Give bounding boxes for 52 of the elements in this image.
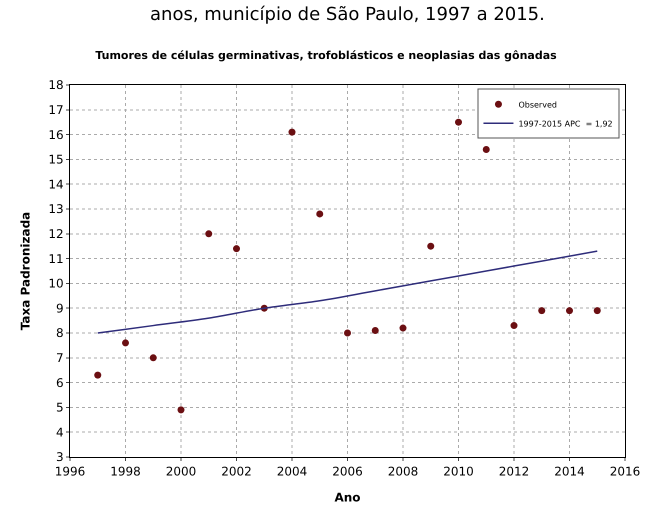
point <box>344 330 351 336</box>
y-tick-label: 17 <box>48 103 64 117</box>
point <box>510 322 518 330</box>
point <box>205 230 212 238</box>
y-tick-label: 18 <box>48 78 64 92</box>
x-tick-label: 2010 <box>443 464 474 478</box>
point <box>316 210 324 218</box>
x-tick-label: 2016 <box>610 464 640 478</box>
y-tick-label: 9 <box>56 301 64 316</box>
x-tick-label: 2002 <box>221 464 252 478</box>
point <box>94 372 102 379</box>
x-tick-label: 2006 <box>332 464 363 478</box>
point <box>538 307 546 314</box>
point <box>122 339 129 346</box>
point <box>594 307 601 314</box>
x-tick-label: 2012 <box>498 464 530 478</box>
x-tick-label: 2014 <box>554 464 585 478</box>
point <box>455 118 462 126</box>
point <box>288 128 296 136</box>
y-tick-label: 5 <box>56 400 64 415</box>
x-tick-label: 1996 <box>54 464 86 478</box>
y-tick-label: 7 <box>56 351 64 365</box>
y-tick-label: 15 <box>48 152 64 167</box>
y-tick-label: 13 <box>48 202 64 216</box>
x-tick-label: 2000 <box>166 464 196 478</box>
y-tick-label: 4 <box>56 425 64 440</box>
x-axis-title: Ano <box>334 490 361 504</box>
point <box>178 406 184 414</box>
point <box>150 354 157 362</box>
point <box>566 307 573 314</box>
y-tick-label: 16 <box>48 128 64 142</box>
y-tick-label: 6 <box>56 376 64 390</box>
y-tick-label: 11 <box>48 252 64 266</box>
point <box>427 242 434 250</box>
line-series <box>97 250 598 334</box>
y-tick-label: 8 <box>56 326 64 340</box>
chart-title: Tumores de células germinativas, trofoblásticos e neoplasias das gônadas <box>95 49 558 62</box>
legend-label: Observed <box>518 100 557 110</box>
text: anos, município de São Paulo, 1997 a 2015. <box>150 4 545 25</box>
y-tick-label: 3 <box>56 450 64 464</box>
x-tick-label: 1998 <box>110 464 141 478</box>
y-tick-label: 12 <box>48 227 64 241</box>
point <box>400 324 406 332</box>
point <box>233 245 240 252</box>
y-tick-label: 10 <box>48 276 64 291</box>
y-tick-label: 14 <box>48 177 64 192</box>
x-tick-label: 2008 <box>388 464 418 478</box>
y-axis-title: Taxa Padronizada <box>18 212 33 330</box>
x-tick-label: 2004 <box>276 464 308 478</box>
point <box>482 146 490 153</box>
legend-label: 1997-2015 APC = 1,92 <box>518 119 613 128</box>
point <box>372 327 379 334</box>
